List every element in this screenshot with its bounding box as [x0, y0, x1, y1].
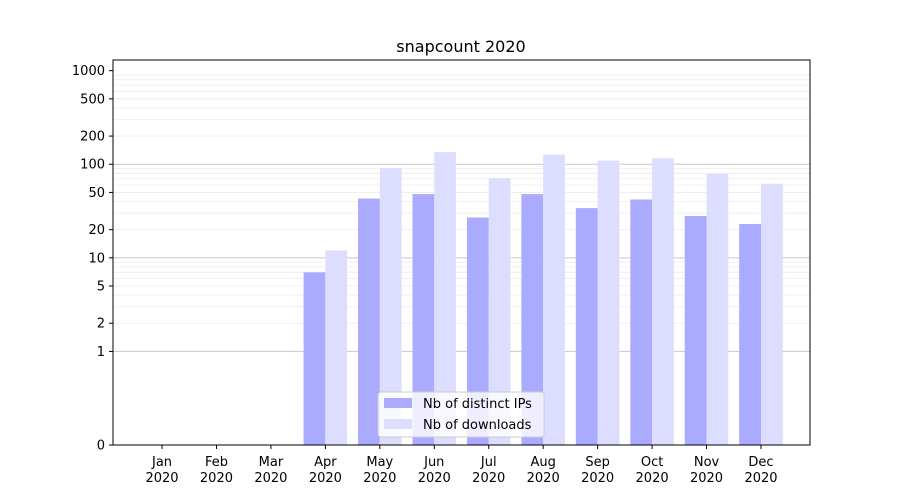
x-tick-label: Jan 2020 — [145, 455, 178, 486]
y-tick-label: 1 — [97, 345, 105, 360]
bar-downloads-apr — [325, 250, 348, 445]
bar-downloads-may — [379, 168, 402, 445]
legend-swatch — [384, 419, 412, 429]
y-tick-label: 20 — [88, 223, 105, 238]
y-tick-label: 500 — [80, 92, 105, 107]
x-tick-label: Dec 2020 — [744, 455, 777, 486]
x-tick-label: Jun 2020 — [418, 455, 451, 486]
legend: Nb of distinct IPs Nb of downloads — [377, 391, 545, 438]
y-tick-label: 100 — [80, 158, 105, 173]
bar-distinct-ips-sep — [575, 208, 598, 445]
bars — [303, 152, 783, 446]
legend-label: Nb of distinct IPs — [423, 397, 532, 412]
y-tick-label: 200 — [80, 130, 105, 145]
bar-distinct-ips-aug — [521, 194, 544, 445]
x-tick-label: Aug 2020 — [527, 455, 560, 486]
x-tick-label: Nov 2020 — [690, 455, 723, 486]
bar-downloads-sep — [597, 160, 620, 446]
bar-downloads-nov — [706, 173, 729, 446]
x-tick-label: May 2020 — [363, 455, 396, 486]
plot-frame — [112, 59, 811, 446]
bar-distinct-ips-apr — [303, 272, 326, 445]
bar-distinct-ips-may — [358, 198, 380, 445]
chart-title: snapcount 2020 — [396, 37, 525, 56]
y-tick-label: 2 — [97, 317, 105, 332]
bar-distinct-ips-jun — [412, 194, 435, 445]
x-tick-label: Apr 2020 — [309, 455, 342, 486]
y-tick-label: 5 — [97, 280, 105, 295]
legend-label: Nb of downloads — [423, 418, 532, 433]
legend-box — [377, 391, 545, 438]
x-tick-label: Oct 2020 — [636, 455, 669, 486]
bar-downloads-jul — [488, 178, 511, 445]
y-tick-label: 50 — [88, 186, 105, 201]
bar-distinct-ips-oct — [630, 199, 653, 445]
y-tick-label: 1000 — [72, 64, 105, 79]
bar-distinct-ips-jul — [466, 217, 489, 445]
y-tick-label: 10 — [88, 251, 105, 266]
grid-lines — [113, 74, 810, 352]
bar-downloads-oct — [652, 158, 674, 446]
y-tick-label: 0 — [97, 439, 105, 454]
x-tick-label: Jul 2020 — [472, 455, 505, 486]
bar-distinct-ips-nov — [684, 215, 707, 445]
bar-downloads-jun — [434, 152, 457, 445]
x-tick-label: Feb 2020 — [200, 455, 233, 486]
x-axis: Jan 2020 Feb 2020 Mar 2020 Apr 2020 May 2020 Jun 20… — [145, 445, 778, 486]
y-axis: 0 1 2 5 10 20 50 100 200 500 1000 — [72, 64, 113, 454]
legend-swatch — [384, 398, 412, 408]
x-tick-label: Mar 2020 — [254, 455, 287, 486]
bar-distinct-ips-dec — [739, 223, 761, 445]
bar-downloads-aug — [543, 154, 565, 445]
x-tick-label: Sep 2020 — [581, 455, 614, 486]
bar-downloads-dec — [760, 183, 783, 445]
